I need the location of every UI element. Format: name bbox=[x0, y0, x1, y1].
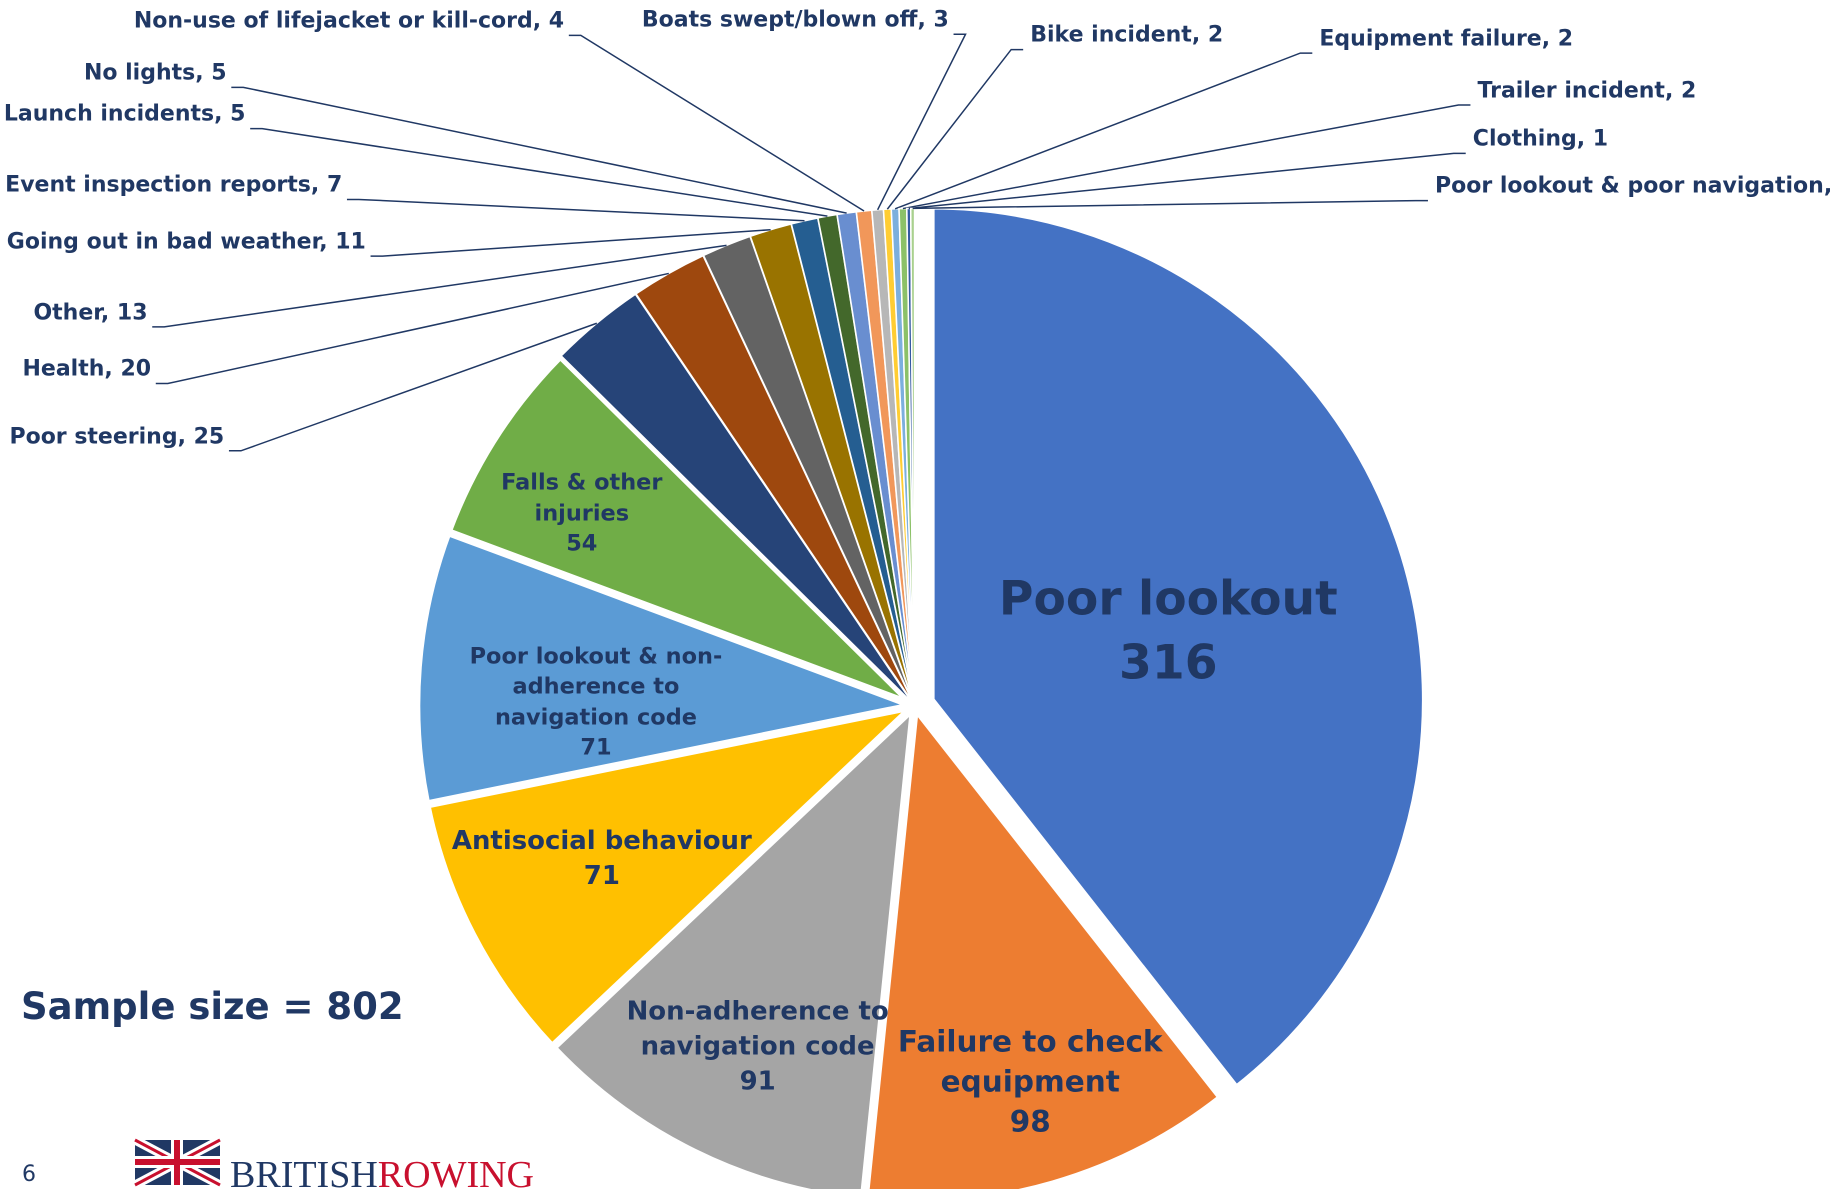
callout-value: 2 bbox=[1557, 26, 1574, 52]
callout-label: Event inspection reports7 bbox=[5, 173, 342, 198]
pie-slice bbox=[445, 352, 914, 707]
leader-line bbox=[231, 86, 847, 214]
slice-label: Non-adherence to navigation code 91 bbox=[622, 994, 893, 1099]
callout-name: Launch incidents bbox=[4, 102, 230, 127]
leader-line bbox=[876, 33, 967, 211]
callout-name: Trailer incident bbox=[1478, 78, 1681, 103]
leader-line bbox=[908, 152, 1466, 210]
slice-name: Failure to check equipment bbox=[897, 1024, 1163, 1099]
callout-name: Other bbox=[33, 300, 116, 325]
slice-label: Antisocial behaviour 71 bbox=[448, 824, 755, 894]
slice-name: Poor lookout bbox=[998, 571, 1338, 627]
callout-name: Non-use of lifejacket or kill-cord bbox=[134, 9, 549, 34]
callout-label: Trailer incident2 bbox=[1478, 78, 1697, 103]
callout-value: 5 bbox=[211, 60, 227, 86]
callout-name: Clothing bbox=[1473, 127, 1593, 152]
callout-value: 5 bbox=[230, 101, 246, 127]
sample-size: Sample size = 802 bbox=[21, 985, 404, 1028]
callout-label: Boats swept/blown off3 bbox=[642, 8, 949, 33]
pie-slice bbox=[863, 701, 1225, 1189]
callout-name: Going out in bad weather bbox=[7, 229, 335, 254]
callout-value: 1 bbox=[1840, 174, 1841, 199]
callout-label: Poor lookout & poor navigation1 bbox=[1435, 174, 1841, 199]
leader-line bbox=[152, 244, 727, 328]
leader-line bbox=[370, 228, 771, 257]
callout-value: 20 bbox=[120, 356, 152, 382]
slice-label: Poor lookout & non-adherence to navigati… bbox=[454, 642, 737, 763]
callout-label: Other13 bbox=[33, 300, 147, 325]
slice-name: Poor lookout & non-adherence to navigati… bbox=[469, 643, 723, 731]
page-number: 6 bbox=[22, 1162, 36, 1187]
callout-label: Equipment failure2 bbox=[1319, 26, 1573, 51]
leader-line bbox=[155, 272, 669, 385]
pie-slice bbox=[549, 701, 917, 1189]
slice-name: Falls & other injuries bbox=[501, 469, 663, 527]
callout-name: Boats swept/blown off bbox=[642, 8, 934, 33]
callout-value: 4 bbox=[548, 8, 565, 34]
callout-name: Health bbox=[23, 357, 121, 382]
callout-name: Bike incident bbox=[1030, 23, 1208, 48]
slice-label: Falls & other injuries 54 bbox=[493, 468, 670, 559]
leader-line bbox=[568, 34, 865, 212]
callout-label: Health20 bbox=[23, 357, 152, 382]
callout-name: Poor steering bbox=[9, 424, 193, 449]
slice-value: 98 bbox=[1009, 1104, 1051, 1139]
callout-name: Equipment failure bbox=[1319, 26, 1557, 51]
logo-word: BRITISH bbox=[230, 1154, 378, 1189]
callout-label: Clothing1 bbox=[1473, 127, 1608, 152]
callout-name: Poor lookout & poor navigation bbox=[1435, 174, 1840, 199]
callout-value: 13 bbox=[116, 300, 148, 326]
callout-label: No lights5 bbox=[84, 61, 227, 86]
callout-label: Launch incidents5 bbox=[4, 102, 246, 127]
pie-slice bbox=[424, 702, 921, 1051]
leader-line bbox=[346, 198, 805, 222]
slice-value: 71 bbox=[580, 734, 612, 761]
leader-line bbox=[886, 48, 1024, 210]
logo-flag bbox=[132, 1136, 223, 1189]
callout-label: Poor steering25 bbox=[9, 424, 224, 449]
leader-line bbox=[228, 322, 598, 452]
callout-value: 11 bbox=[335, 229, 366, 255]
slice-value: 71 bbox=[583, 861, 620, 892]
callout-value: 2 bbox=[1680, 78, 1697, 104]
callout-name: No lights bbox=[84, 61, 211, 86]
logo-word: ROWING bbox=[377, 1154, 534, 1189]
slice-name: Non-adherence to navigation code bbox=[626, 996, 889, 1062]
slice-value: 54 bbox=[566, 530, 598, 557]
callout-label: Non-use of lifejacket or kill-cord4 bbox=[134, 9, 564, 34]
callout-value: 7 bbox=[326, 172, 343, 198]
slice-label: Poor lookout 316 bbox=[999, 568, 1338, 695]
callout-label: Bike incident2 bbox=[1030, 23, 1223, 48]
callout-name: Event inspection reports bbox=[5, 173, 327, 198]
slice-value: 91 bbox=[739, 1066, 776, 1097]
callout-label: Going out in bad weather11 bbox=[7, 229, 366, 254]
callout-value: 25 bbox=[193, 424, 225, 450]
slice-value: 316 bbox=[1119, 635, 1218, 691]
pie-slice bbox=[414, 529, 922, 807]
slice-name: Antisocial behaviour bbox=[451, 826, 752, 857]
callout-value: 2 bbox=[1207, 22, 1224, 48]
leader-line bbox=[250, 127, 828, 217]
leader-line bbox=[902, 104, 1471, 210]
slice-label: Failure to check equipment 98 bbox=[895, 1022, 1166, 1141]
logo-text: BRITISHROWING bbox=[230, 1153, 534, 1189]
leader-line bbox=[912, 199, 1428, 210]
pie-slice bbox=[928, 203, 1428, 1092]
callout-value: 1 bbox=[1592, 126, 1609, 152]
callout-value: 3 bbox=[933, 7, 949, 33]
leader-line bbox=[894, 52, 1313, 210]
